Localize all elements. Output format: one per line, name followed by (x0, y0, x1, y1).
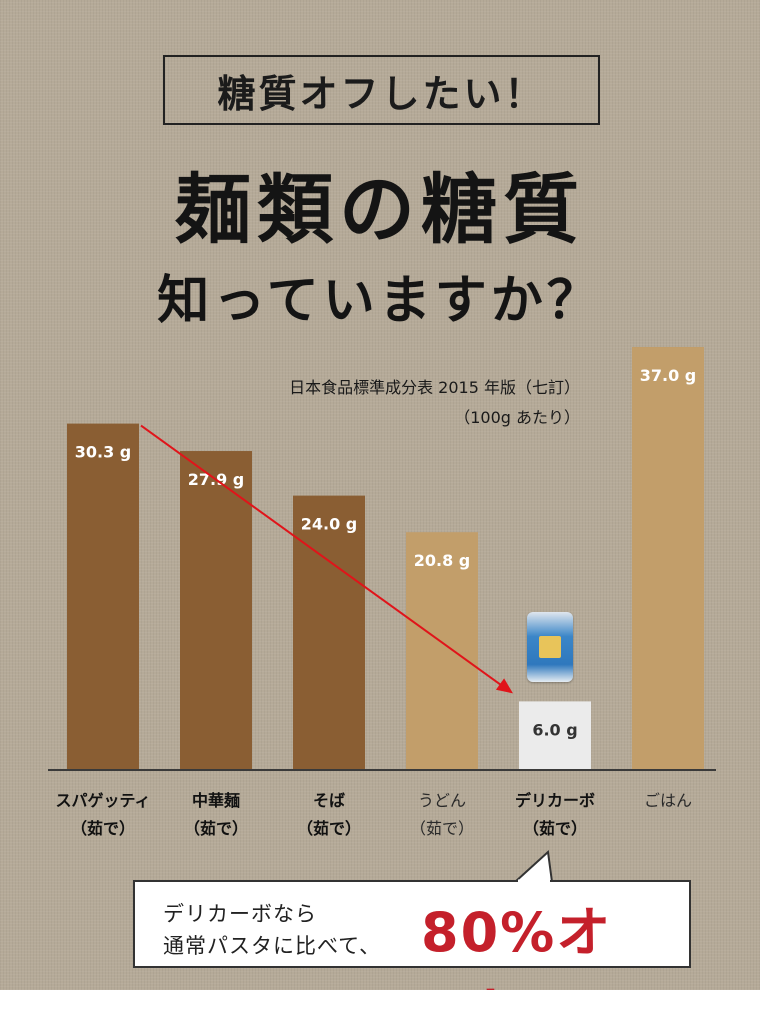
bar-2 (293, 495, 365, 770)
callout-highlight: 80%オフ！ (421, 901, 613, 990)
source-unit-note: （100g あたり） (454, 408, 580, 427)
category-label: そば (313, 791, 345, 810)
page-subtitle: 知っていますか？ (157, 271, 603, 331)
category-sublabel: （茹で） (523, 819, 587, 838)
category-label: 中華麺 (192, 791, 240, 810)
callout-line1: デリカーボなら (163, 902, 317, 926)
delicarbo-package-icon (527, 612, 573, 682)
category-sublabel: （茹で） (184, 819, 248, 838)
bar-value-label: 20.8 g (414, 551, 471, 570)
trend-arrow-line (140, 424, 504, 688)
bar-4 (519, 701, 591, 770)
bar-5 (632, 347, 704, 770)
page-title: 麺類の糖質 (175, 165, 585, 254)
bar-3 (406, 532, 478, 770)
bar-value-label: 30.3 g (75, 443, 132, 462)
infographic: 糖質オフしたい！ 麺類の糖質 知っていますか？ 日本食品標準成分表 2015 年… (0, 0, 760, 990)
trend-arrow-head (495, 678, 513, 694)
category-sublabel: （茹で） (410, 819, 474, 838)
bar-value-label: 6.0 g (532, 720, 577, 739)
category-label: デリカーボ (515, 791, 595, 810)
category-label: ごはん (644, 791, 692, 810)
bar-0 (67, 423, 139, 770)
category-label: うどん (418, 791, 466, 810)
category-sublabel: （茹で） (297, 819, 361, 838)
bar-value-label: 37.0 g (640, 366, 697, 385)
category-sublabel: （茹で） (71, 819, 135, 838)
bar-1 (180, 451, 252, 770)
header-tag: 糖質オフしたい！ (163, 55, 600, 125)
source-note: 日本食品標準成分表 2015 年版（七訂） (289, 378, 580, 397)
callout-line2: 通常パスタに比べて、 (163, 934, 382, 958)
category-label: スパゲッティ (55, 791, 150, 810)
bar-value-label: 24.0 g (301, 515, 358, 534)
callout-box: デリカーボなら 通常パスタに比べて、 80%オフ！ (133, 880, 691, 990)
callout-pointer-cover (0, 0, 760, 990)
